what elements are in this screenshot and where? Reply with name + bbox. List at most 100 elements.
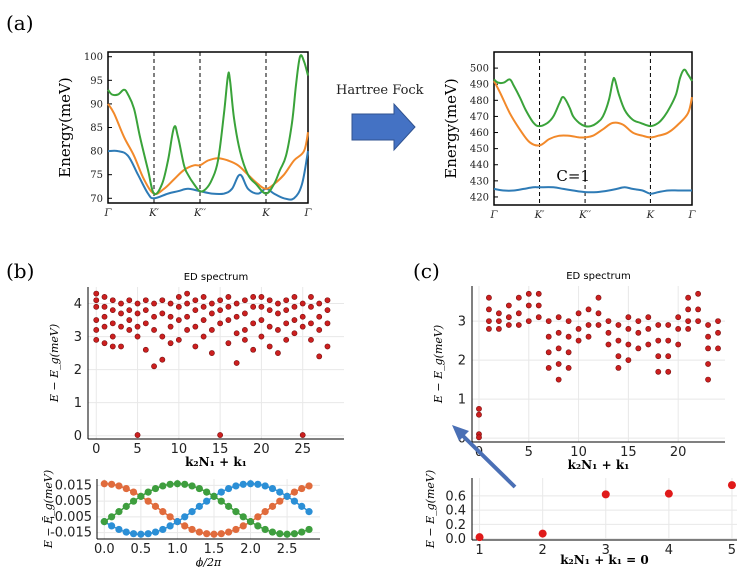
data-point — [200, 333, 207, 340]
flow-orange-point — [129, 488, 138, 496]
panel-label-a: (a) — [6, 11, 34, 35]
band-blue — [493, 186, 692, 195]
data-point — [535, 302, 542, 309]
x-axis-label: ϕ/2π — [196, 556, 222, 567]
flow-green-point — [181, 480, 189, 488]
data-point — [101, 313, 108, 320]
x-tick-label: 15 — [212, 442, 229, 457]
x-tick-label: 15 — [620, 445, 637, 460]
flow-green-point — [276, 530, 284, 538]
flow-orange-point — [108, 480, 116, 488]
data-point — [250, 320, 257, 327]
flow-orange-point — [261, 508, 269, 516]
data-point — [705, 333, 711, 340]
data-point — [655, 368, 662, 375]
flow-green-point — [151, 484, 160, 493]
data-point — [615, 337, 622, 344]
data-point — [635, 318, 642, 324]
data-point — [515, 322, 522, 328]
data-point — [258, 317, 265, 323]
data-point — [109, 320, 116, 327]
data-point — [184, 290, 190, 297]
data-point — [192, 297, 199, 304]
x-tick-label: Γ — [104, 208, 113, 219]
data-point — [665, 337, 672, 344]
data-point — [605, 341, 612, 348]
flow-blue-point — [195, 502, 203, 510]
panel-label-c: (c) — [413, 259, 440, 283]
data-point — [283, 336, 290, 343]
y-tick-label: 2 — [458, 354, 466, 369]
data-point — [283, 307, 290, 314]
flow-orange-point — [203, 530, 211, 538]
data-point — [495, 310, 502, 317]
data-point — [486, 325, 492, 332]
data-point — [109, 343, 116, 350]
data-point — [208, 300, 215, 307]
flow-orange-point — [195, 528, 203, 536]
data-point — [208, 350, 215, 356]
data-point — [208, 310, 215, 317]
chern-annotation: C=1 — [556, 167, 590, 185]
data-point — [233, 360, 240, 366]
flow-blue-point — [283, 492, 291, 500]
data-point — [727, 481, 736, 490]
flow-green-point — [239, 513, 247, 521]
data-point — [545, 349, 552, 356]
y-tick-label: 500 — [470, 64, 489, 75]
data-point — [685, 325, 692, 332]
flow-orange-point — [305, 482, 313, 490]
flow-blue-point — [151, 528, 160, 536]
x-tick-label: 2 — [539, 543, 547, 558]
flow-green-point — [283, 530, 291, 538]
y-tick-label: 450 — [470, 144, 489, 155]
data-point — [225, 340, 232, 347]
flow-green-point — [232, 508, 240, 516]
data-point — [324, 343, 331, 350]
data-point — [184, 327, 190, 333]
data-point — [555, 376, 562, 383]
data-point — [291, 317, 298, 323]
x-tick-label: 1.0 — [167, 542, 188, 557]
data-point — [250, 294, 257, 300]
x-tick-label: 2.5 — [277, 542, 298, 557]
data-point — [217, 297, 224, 304]
data-point — [175, 317, 182, 323]
x-tick-label: 0 — [92, 442, 100, 457]
data-point — [118, 323, 124, 330]
flow-green-point — [305, 525, 313, 534]
data-point — [685, 318, 692, 324]
data-point — [705, 361, 711, 367]
data-point — [134, 310, 141, 317]
data-point — [175, 303, 182, 310]
flow-green-point — [290, 530, 299, 538]
y-tick-label: -0.015 — [50, 526, 92, 541]
data-point — [655, 337, 662, 344]
y-axis-label: E − E_g(meV) — [48, 324, 61, 403]
data-point — [126, 297, 133, 304]
flow-green-point — [195, 484, 203, 493]
data-point — [695, 318, 702, 324]
flow-orange-point — [144, 497, 152, 505]
data-point — [101, 303, 108, 310]
data-point — [615, 322, 622, 328]
data-point — [316, 313, 323, 320]
data-point — [605, 329, 612, 336]
data-point — [101, 323, 108, 330]
x-tick-label: 5 — [133, 442, 141, 457]
chart-c-low-energy: 1 2 3 4 5 0.00.20.40.6 k₂N₁ + k₁ = 0 E − E_g(me… — [424, 470, 737, 567]
x-tick-label: 20 — [670, 445, 687, 460]
data-point — [200, 294, 207, 300]
data-point — [324, 307, 331, 314]
data-point — [486, 306, 492, 313]
data-point — [109, 297, 116, 304]
data-point — [645, 314, 652, 321]
flow-green-point — [173, 480, 182, 488]
flow-blue-point — [159, 525, 167, 534]
chart-title: ED spectrum — [184, 272, 249, 283]
x-axis-label: k₂N₁ + k₁ — [185, 455, 247, 469]
data-point — [291, 330, 298, 337]
flow-green-point — [108, 513, 116, 521]
flow-orange-point — [239, 522, 247, 530]
data-point — [705, 345, 711, 352]
